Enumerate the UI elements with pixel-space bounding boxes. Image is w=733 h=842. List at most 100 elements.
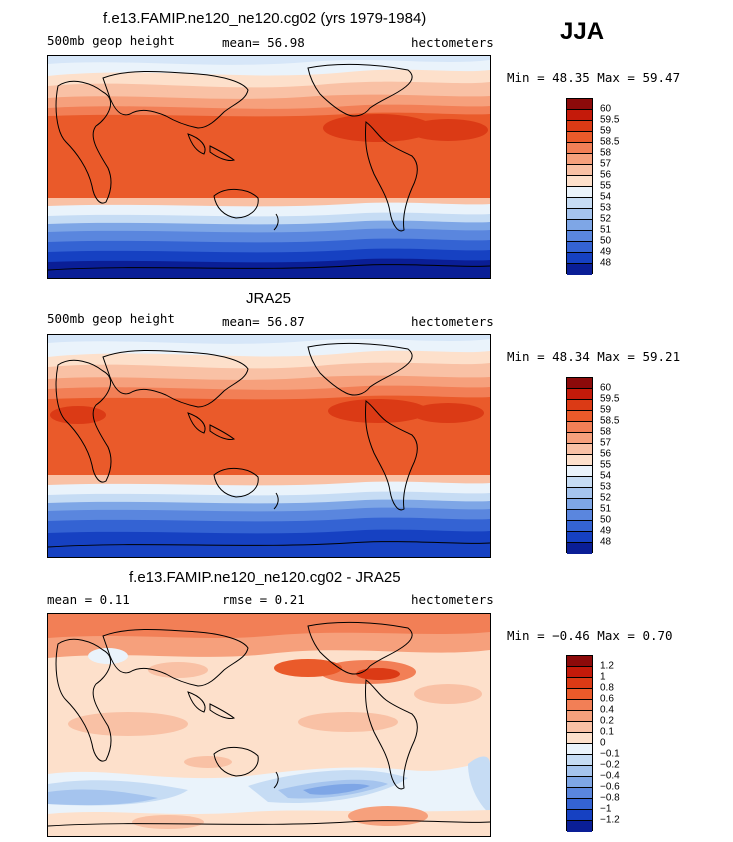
colorbar-swatch	[567, 755, 592, 766]
colorbar-swatch	[567, 400, 592, 411]
colorbar-swatch	[567, 176, 592, 187]
colorbar-swatch	[567, 455, 592, 466]
colorbar-label: −0.2	[600, 759, 620, 771]
panel3-mean-label: mean = 0.11	[47, 592, 130, 607]
colorbar-label: 58.5	[600, 415, 620, 427]
panel1-units-label: hectometers	[411, 35, 494, 50]
colorbar-swatch	[567, 433, 592, 444]
panel1-map	[47, 55, 491, 279]
colorbar-label: 58.5	[600, 136, 620, 148]
colorbar-label: 0	[600, 737, 606, 749]
colorbar-swatch	[567, 678, 592, 689]
colorbar-swatch	[567, 521, 592, 532]
colorbar-swatch	[567, 499, 592, 510]
colorbar-swatch	[567, 810, 592, 821]
panel1-minmax-label: Min = 48.35 Max = 59.47	[507, 70, 681, 85]
colorbar-swatch	[567, 110, 592, 121]
colorbar-swatch	[567, 444, 592, 455]
panel2-units-label: hectometers	[411, 314, 494, 329]
colorbar-swatch	[567, 411, 592, 422]
colorbar-swatch	[567, 532, 592, 543]
season-label: JJA	[560, 18, 605, 45]
colorbar-label: 54	[600, 470, 612, 482]
colorbar-swatch	[567, 543, 592, 554]
colorbar-swatch	[567, 220, 592, 231]
panel3-units-label: hectometers	[411, 592, 494, 607]
colorbar-label: 51	[600, 503, 612, 515]
colorbar-label: −0.8	[600, 792, 620, 804]
panel2-mean-label: mean= 56.87	[222, 314, 305, 329]
colorbar-swatch	[567, 733, 592, 744]
colorbar-label: 1.2	[600, 660, 614, 672]
colorbar-label: 49	[600, 525, 612, 537]
colorbar-swatch	[567, 510, 592, 521]
colorbar-label: −0.1	[600, 748, 620, 760]
colorbar-label: 60	[600, 382, 612, 394]
colorbar-label: 58	[600, 147, 612, 159]
colorbar-label: 48	[600, 536, 612, 548]
colorbar-swatch	[567, 389, 592, 400]
colorbar-label: 59.5	[600, 393, 620, 405]
colorbar-swatch	[567, 231, 592, 242]
colorbar-swatch	[567, 466, 592, 477]
colorbar-label: 53	[600, 481, 612, 493]
colorbar-swatch	[567, 132, 592, 143]
colorbar-label: −0.4	[600, 770, 620, 782]
colorbar-label: 56	[600, 169, 612, 181]
colorbar-swatch	[567, 422, 592, 433]
colorbar-label: 50	[600, 235, 612, 247]
panel2-colorbar-boxes	[566, 377, 593, 554]
colorbar-swatch	[567, 488, 592, 499]
colorbar-label: 59	[600, 125, 612, 137]
colorbar-label: 52	[600, 213, 612, 225]
colorbar-swatch	[567, 187, 592, 198]
panel1-map-svg	[48, 56, 490, 278]
colorbar-label: 55	[600, 459, 612, 471]
colorbar-label: 57	[600, 158, 612, 170]
colorbar-label: 50	[600, 514, 612, 526]
colorbar-label: 51	[600, 224, 612, 236]
colorbar-swatch	[567, 766, 592, 777]
colorbar-label: 0.4	[600, 704, 614, 716]
colorbar-swatch	[567, 253, 592, 264]
colorbar-swatch	[567, 121, 592, 132]
panel3-rmse-label: rmse = 0.21	[222, 592, 305, 607]
panel1-title: f.e13.FAMIP.ne120_ne120.cg02 (yrs 1979-1…	[103, 10, 427, 27]
colorbar-swatch	[567, 777, 592, 788]
colorbar-swatch	[567, 198, 592, 209]
colorbar-label: 54	[600, 191, 612, 203]
colorbar-swatch	[567, 209, 592, 220]
colorbar-label: 52	[600, 492, 612, 504]
colorbar-label: 1	[600, 671, 606, 683]
colorbar-swatch	[567, 477, 592, 488]
colorbar-label: 59	[600, 404, 612, 416]
panel1-variable-label: 500mb geop height	[47, 33, 175, 48]
colorbar-label: 49	[600, 246, 612, 258]
colorbar-swatch	[567, 165, 592, 176]
colorbar-label: −1.2	[600, 814, 620, 826]
colorbar-label: 56	[600, 448, 612, 460]
colorbar-swatch	[567, 242, 592, 253]
panel1-mean-label: mean= 56.98	[222, 35, 305, 50]
colorbar-swatch	[567, 99, 592, 110]
colorbar-swatch	[567, 264, 592, 275]
panel3-map	[47, 613, 491, 837]
panel1-colorbar-boxes	[566, 98, 593, 275]
colorbar-label: 0.1	[600, 726, 614, 738]
colorbar-label: 0.8	[600, 682, 614, 694]
colorbar-swatch	[567, 788, 592, 799]
colorbar-swatch	[567, 744, 592, 755]
panel3-minmax-label: Min = −0.46 Max = 0.70	[507, 628, 673, 643]
colorbar-label: 59.5	[600, 114, 620, 126]
colorbar-swatch	[567, 799, 592, 810]
panel2-title: JRA25	[246, 290, 292, 307]
colorbar-swatch	[567, 378, 592, 389]
colorbar-label: 55	[600, 180, 612, 192]
colorbar-swatch	[567, 667, 592, 678]
panel3-colorbar-boxes	[566, 655, 593, 832]
panel2-variable-label: 500mb geop height	[47, 311, 175, 326]
colorbar-label: 48	[600, 257, 612, 269]
panel2-map-svg	[48, 335, 490, 557]
colorbar-swatch	[567, 711, 592, 722]
panel3-title: f.e13.FAMIP.ne120_ne120.cg02 - JRA25	[129, 569, 401, 586]
